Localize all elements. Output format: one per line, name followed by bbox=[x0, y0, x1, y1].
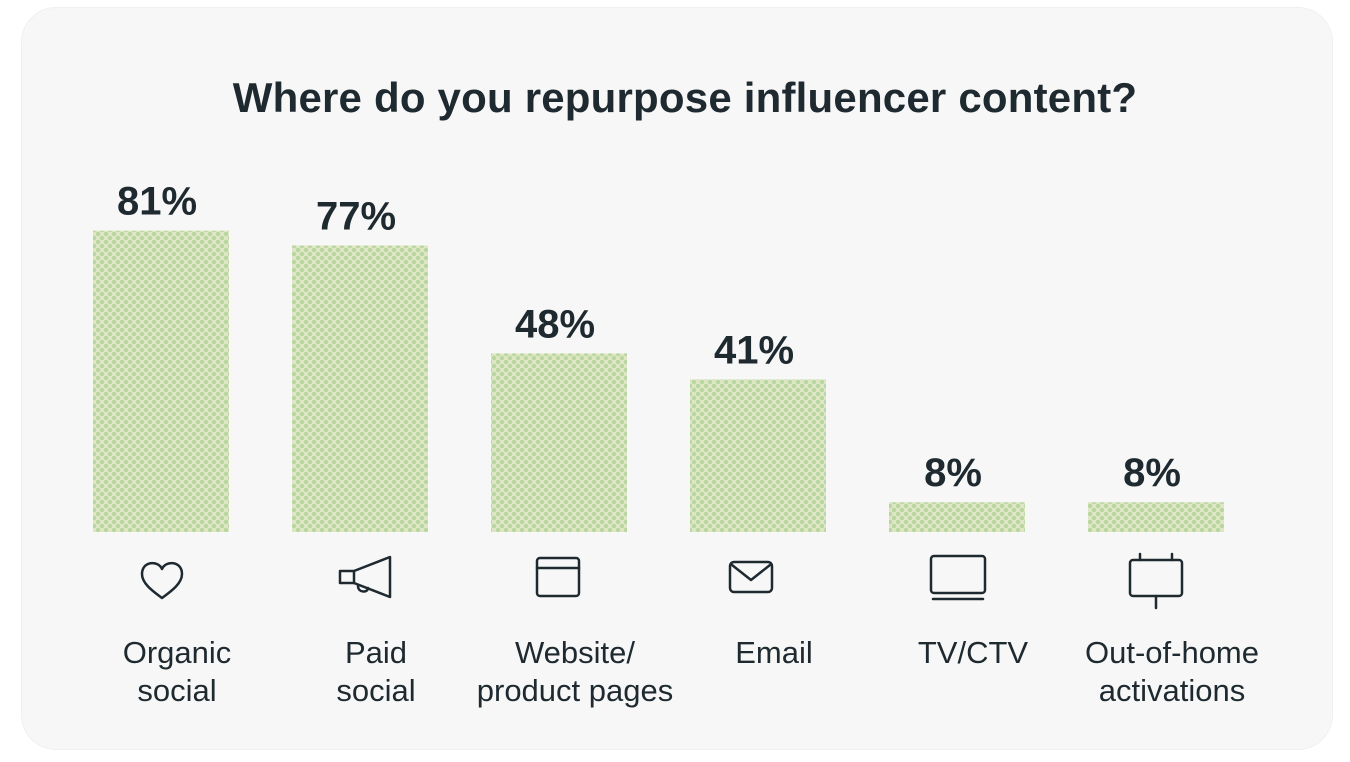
category-label-line: Website/ bbox=[514, 635, 636, 670]
value-label-5: 8% bbox=[924, 451, 982, 495]
bar-1 bbox=[93, 230, 229, 532]
category-label-line: social bbox=[137, 673, 217, 708]
value-label-4: 41% bbox=[714, 328, 794, 372]
value-label-1: 81% bbox=[117, 180, 197, 224]
bars-group bbox=[93, 230, 1224, 532]
heart-icon bbox=[140, 561, 184, 600]
category-label-line: Out-of-home bbox=[1084, 635, 1259, 670]
category-label-3: Website/product pages bbox=[445, 634, 705, 710]
chart-card bbox=[22, 8, 1332, 749]
chart-title: Where do you repurpose influencer conten… bbox=[232, 74, 1138, 121]
monitor-icon bbox=[929, 554, 987, 601]
bar-5 bbox=[889, 502, 1025, 532]
category-label-line: Paid bbox=[344, 635, 408, 670]
billboard-icon bbox=[1128, 552, 1184, 610]
category-label-line: Email bbox=[735, 635, 813, 670]
icons-group bbox=[140, 552, 1184, 610]
category-label-line: product pages bbox=[476, 673, 674, 708]
category-label-2: Paid social bbox=[246, 634, 506, 710]
value-label-6: 8% bbox=[1123, 451, 1181, 495]
bar-6 bbox=[1088, 502, 1224, 532]
value-label-2: 77% bbox=[316, 195, 396, 239]
browser-window-icon bbox=[535, 556, 581, 598]
category-label-1: Organic social bbox=[47, 634, 307, 710]
bar-3 bbox=[491, 353, 627, 532]
envelope-icon bbox=[728, 560, 774, 594]
category-label-6: Out-of-home activations bbox=[1042, 634, 1302, 710]
category-label-line: social bbox=[336, 673, 416, 708]
category-label-4: Email bbox=[644, 634, 904, 672]
value-label-3: 48% bbox=[515, 302, 595, 346]
category-label-line: Organic bbox=[122, 635, 232, 670]
value-labels-group: 81% 77% 48% 41% 8% 8% bbox=[117, 180, 1181, 496]
bar-2 bbox=[292, 245, 428, 532]
category-label-line: TV/CTV bbox=[917, 635, 1029, 670]
category-label-5: TV/CTV bbox=[843, 634, 1103, 672]
megaphone-icon bbox=[338, 555, 392, 599]
bar-4 bbox=[690, 379, 826, 532]
category-label-line: activations bbox=[1098, 673, 1246, 708]
